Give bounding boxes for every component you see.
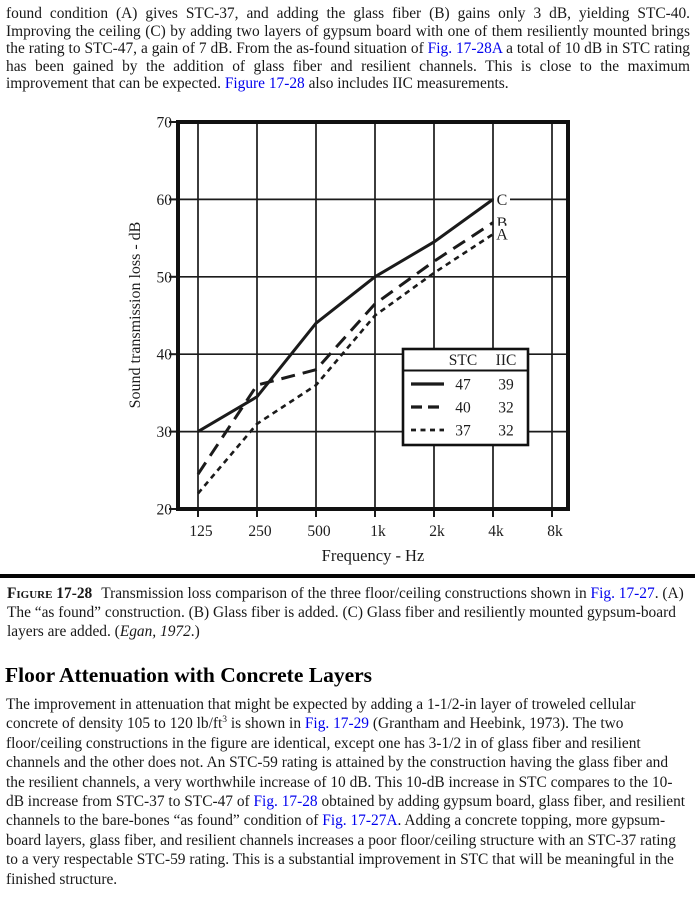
x-tick-label: 8k — [547, 523, 563, 540]
y-tick-label: 20 — [157, 502, 173, 519]
curve-label-A: A — [496, 227, 508, 244]
figure-link[interactable]: Fig. 17-28 — [253, 793, 318, 811]
transmission-loss-chart: CBA STC IIC 47 39 40 32 37 32 20 30 40 50 60 70 125 250 5… — [127, 115, 570, 565]
x-axis-title: Frequency - Hz — [322, 546, 425, 565]
curve-label-bg — [494, 225, 510, 243]
legend-header-stc: STC — [449, 352, 477, 369]
text-segment: The improvement in attenuation that migh… — [6, 696, 636, 733]
x-tick-label: 500 — [307, 523, 331, 540]
legend-iic-value: 32 — [498, 423, 514, 440]
section-heading: Floor Attenuation with Concrete Layers — [5, 663, 373, 687]
text-segment: found condition (A) gives STC-37, and ad… — [6, 5, 690, 57]
text-segment: Egan, 1972 — [119, 623, 191, 641]
chart-frame — [176, 120, 570, 511]
text-segment: a total of 10 dB in STC rating has been … — [6, 40, 690, 92]
y-axis-title: Sound transmission loss - dB — [127, 222, 144, 409]
figure-link[interactable]: Figure 17-28 — [224, 75, 305, 92]
body-paragraph-bottom: The improvement in attenuation that migh… — [6, 695, 690, 889]
figure-link[interactable]: Fig. 17-27A — [322, 812, 398, 830]
legend-stc-value: 37 — [455, 423, 471, 440]
y-tick-label: 40 — [157, 347, 173, 364]
curve-label-B: B — [497, 215, 508, 232]
figure-link[interactable]: Fig. 17-28A — [427, 40, 503, 57]
legend-header-iic: IIC — [496, 352, 517, 369]
text-segment: .) — [190, 623, 200, 641]
y-tick-label: 50 — [157, 269, 173, 286]
curve-C — [197, 198, 494, 433]
x-tick-label: 125 — [189, 523, 213, 540]
x-tick-label: 4k — [488, 523, 504, 540]
legend-iic-value: 32 — [498, 400, 514, 417]
y-tick-label: 60 — [157, 192, 173, 209]
x-tick-label: 2k — [429, 523, 445, 540]
legend-iic-value: 39 — [498, 377, 514, 394]
text-segment: . (A) The “as found” construction. (B) G… — [7, 585, 684, 641]
legend-stc-value: 47 — [455, 377, 471, 394]
curve-label-bg — [494, 190, 510, 208]
body-paragraph-top: found condition (A) gives STC-37, and ad… — [6, 5, 690, 93]
x-tick-label: 1k — [370, 523, 386, 540]
figure-link[interactable]: Fig. 17-27 — [590, 585, 655, 602]
figure-link[interactable]: Fig. 17-29 — [304, 715, 370, 733]
text-segment: Transmission loss comparison of the thre… — [101, 585, 591, 602]
text-segment: . Adding a concrete topping, more gypsum… — [6, 812, 676, 888]
legend-stc-value: 40 — [455, 400, 471, 417]
text-segment: obtained by adding gypsum board, glass f… — [6, 793, 686, 830]
x-tick-label: 250 — [248, 523, 272, 540]
figure-label: Figure 17-28 — [7, 585, 93, 602]
text-segment: also includes IIC measurements. — [304, 75, 509, 92]
curve-B — [196, 221, 494, 475]
figure-caption: Figure 17-28 Transmission loss comparison… — [7, 584, 685, 642]
y-tick-label: 70 — [157, 115, 173, 132]
text-segment: (Grantham and Heebink, 1973). The two fl… — [6, 715, 673, 811]
text-segment: 3 — [222, 714, 228, 726]
y-tick-label: 30 — [157, 424, 173, 441]
caption-rule — [0, 574, 695, 578]
curve-label-C: C — [497, 192, 508, 209]
text-segment: is shown in — [227, 715, 305, 733]
